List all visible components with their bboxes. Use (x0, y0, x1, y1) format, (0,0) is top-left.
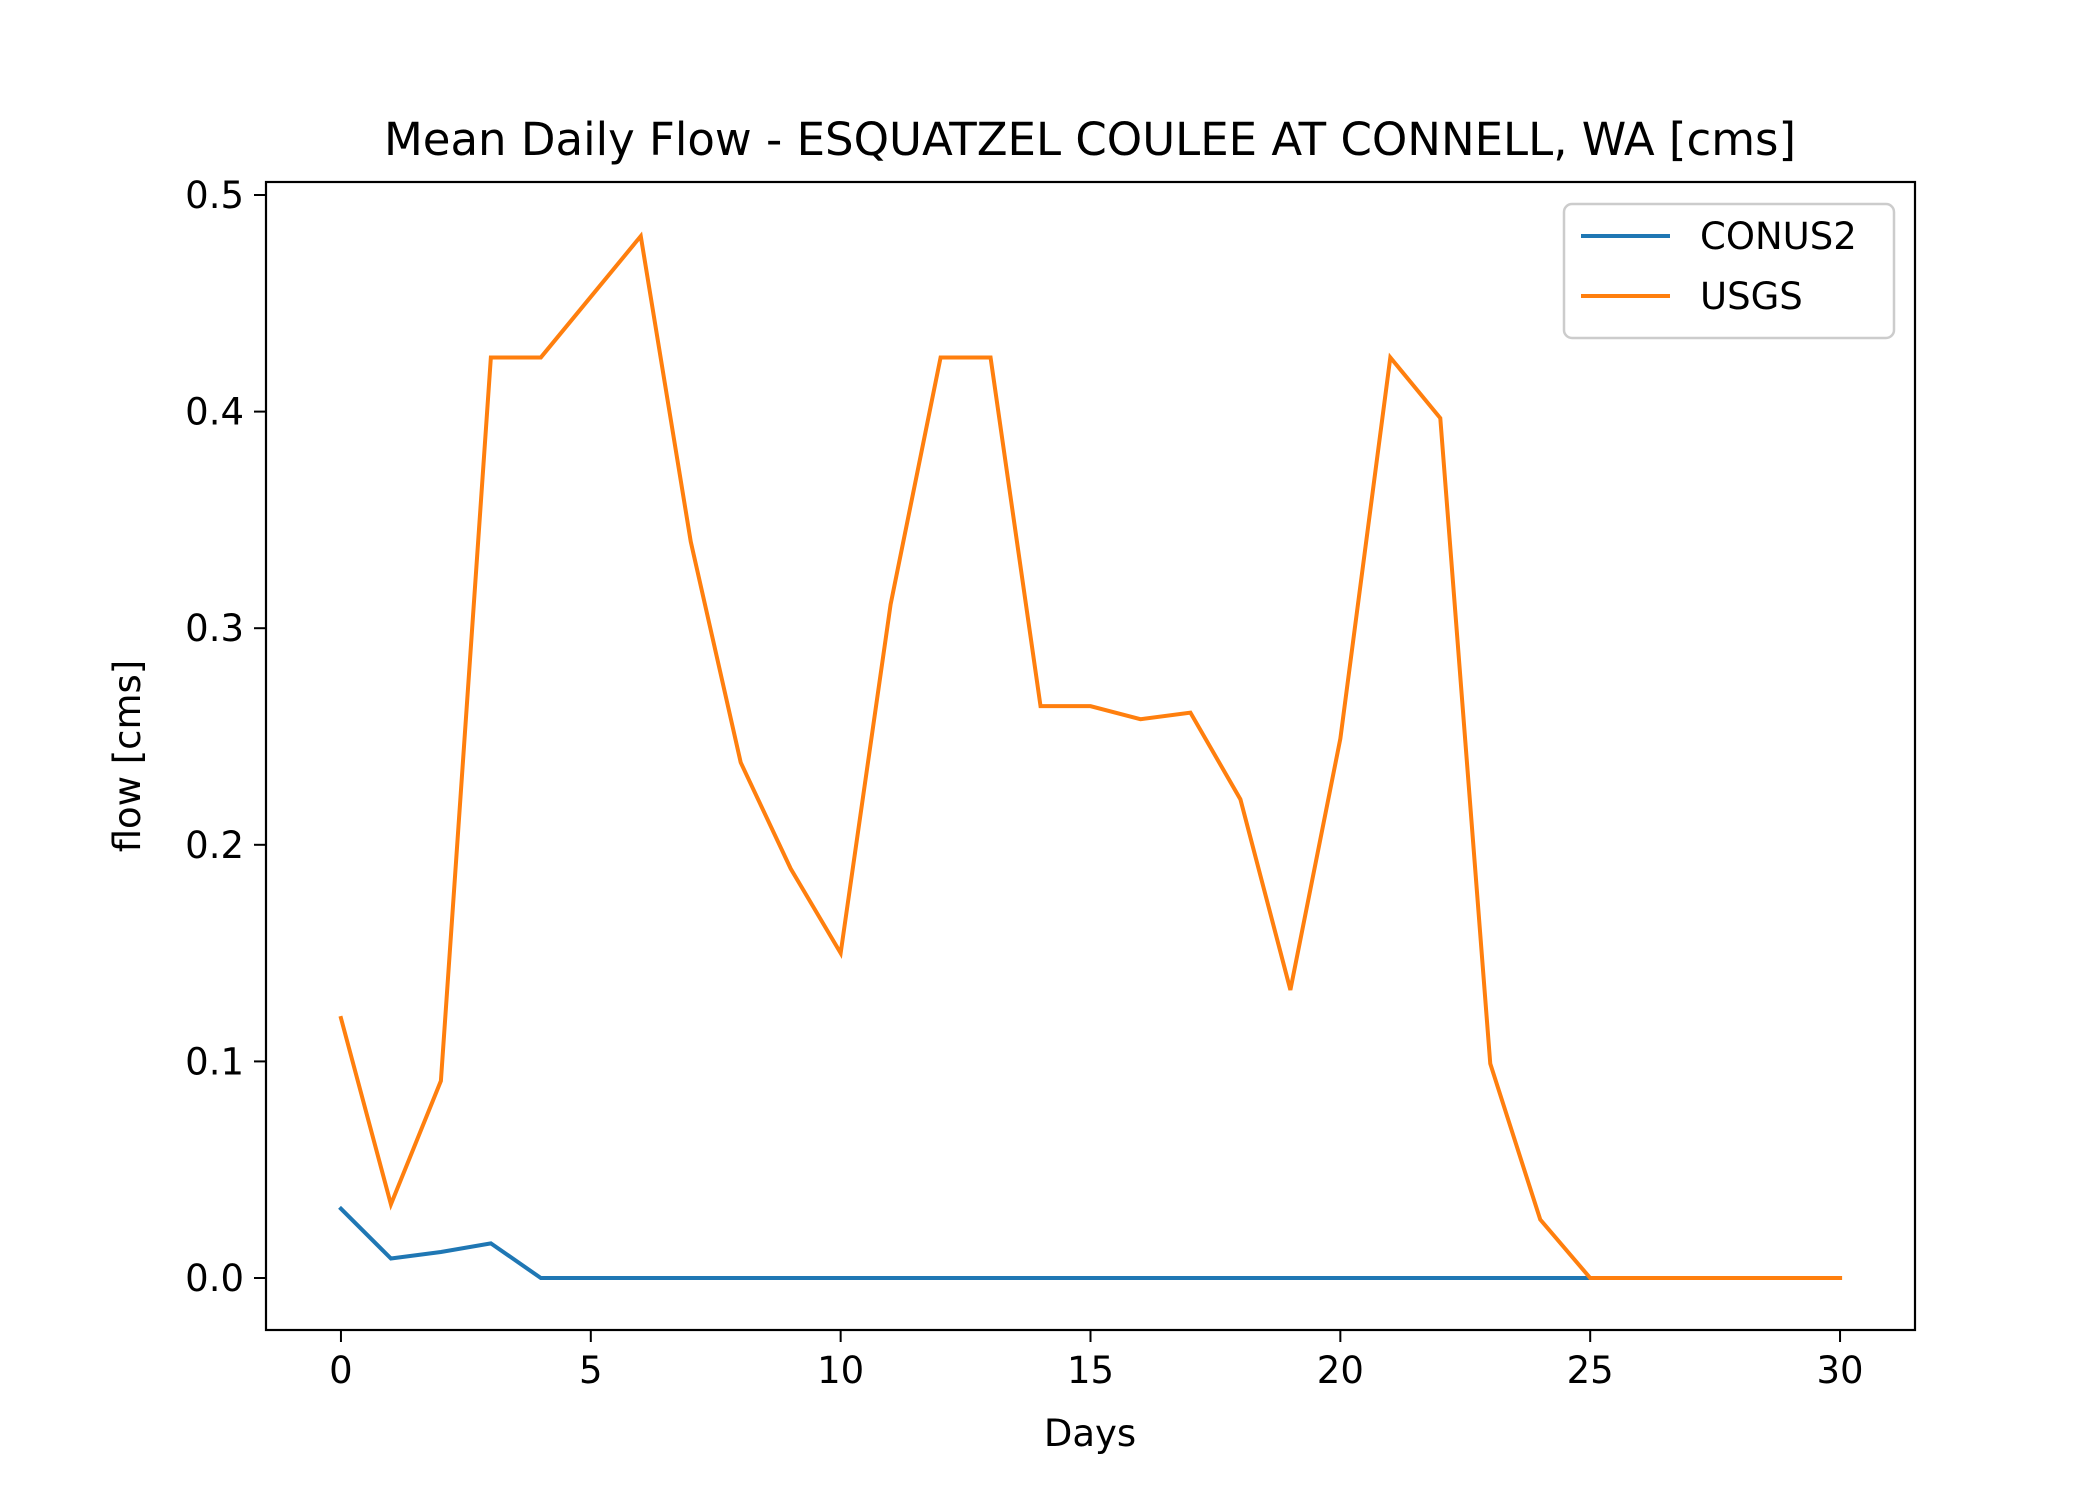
axes-frame (264, 180, 1917, 1332)
x-axis-ticks: 0 5 10 15 20 25 30 (329, 1330, 1864, 1392)
y-tick-label: 0.3 (185, 607, 244, 650)
legend-items: CONUS2 USGS (1581, 215, 1857, 318)
x-tick-label: 5 (579, 1349, 603, 1392)
x-tick-label: 10 (817, 1349, 864, 1392)
y-tick-label: 0.5 (185, 174, 244, 217)
x-tick-label: 25 (1567, 1349, 1614, 1392)
legend-label-conus2: CONUS2 (1700, 215, 1857, 258)
y-tick-label: 0.4 (185, 391, 244, 434)
x-tick-label: 20 (1317, 1349, 1364, 1392)
y-tick-label: 0.1 (185, 1040, 244, 1083)
chart-title: Mean Daily Flow - ESQUATZEL COULEE AT CO… (384, 113, 1796, 166)
series-line-usgs (338, 231, 1843, 1281)
legend: CONUS2 USGS (1562, 202, 1896, 340)
y-tick-label: 0.0 (185, 1257, 244, 1300)
y-axis-label: flow [cms] (106, 660, 149, 853)
series-layer (338, 231, 1843, 1281)
x-tick-label: 30 (1816, 1349, 1863, 1392)
y-axis-ticks: 0.0 0.1 0.2 0.3 0.4 0.5 (185, 174, 266, 1300)
y-tick-label: 0.2 (185, 824, 244, 867)
series-line-conus2 (338, 1205, 1843, 1281)
x-tick-label: 15 (1067, 1349, 1114, 1392)
legend-label-usgs: USGS (1700, 275, 1803, 318)
x-tick-label: 0 (329, 1349, 353, 1392)
plot-area (264, 180, 1917, 1332)
x-axis-label: Days (1044, 1412, 1136, 1455)
